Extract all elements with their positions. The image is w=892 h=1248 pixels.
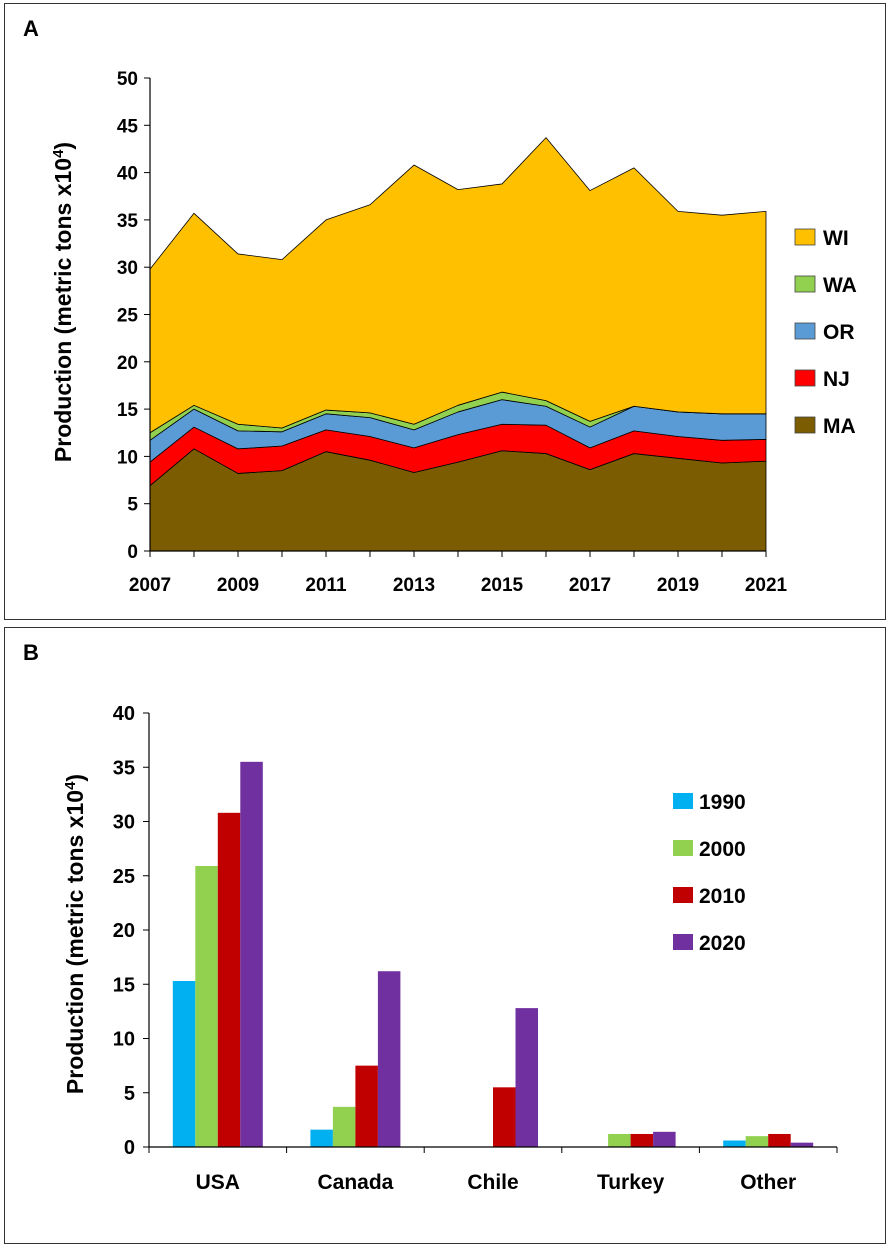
y-tick-label: 10 bbox=[113, 1029, 135, 1051]
panel-b-label: B bbox=[23, 640, 39, 665]
legend-swatch-ma bbox=[794, 416, 816, 434]
x-tick-label: Chile bbox=[467, 1171, 518, 1194]
legend-label-2000: 2000 bbox=[699, 838, 746, 861]
y-tick-label: 20 bbox=[113, 920, 135, 942]
bar-other-1990 bbox=[723, 1140, 746, 1147]
bar-chart: USA Canada Chile Turkey Other 0 5 10 15 20 25 30 35 4… bbox=[62, 703, 838, 1194]
bar-usa-1990 bbox=[172, 980, 196, 1147]
y-tick-label: 5 bbox=[127, 495, 138, 516]
bar-canada-1990 bbox=[310, 1129, 333, 1147]
y-tick-label: 40 bbox=[113, 703, 135, 725]
bar-canada-2000 bbox=[332, 1106, 356, 1147]
x-tick-label: 2011 bbox=[305, 575, 347, 596]
x-tick-label: Turkey bbox=[597, 1171, 665, 1194]
bar-other-2000 bbox=[745, 1136, 769, 1147]
panel-b: B USA Canada Chile Turkey Other 0 5 10 15 20 25 30 3… bbox=[4, 627, 886, 1244]
y-tick-label: 0 bbox=[124, 1137, 135, 1159]
y-tick-label: 15 bbox=[113, 974, 135, 996]
legend-swatch-wi bbox=[794, 228, 816, 246]
bar-usa-2010 bbox=[217, 812, 241, 1147]
bar-usa-2000 bbox=[195, 865, 218, 1147]
legend-label-2020: 2020 bbox=[699, 932, 746, 955]
x-tick-label: USA bbox=[196, 1171, 240, 1194]
legend-swatch-wa bbox=[794, 275, 816, 293]
x-tick-label: 2007 bbox=[129, 575, 171, 596]
x-tick-label: 2019 bbox=[657, 575, 699, 596]
bar-other-2020 bbox=[790, 1142, 814, 1147]
legend-swatch-or bbox=[794, 322, 816, 340]
y-tick-label: 15 bbox=[117, 400, 139, 421]
legend-label-wa: WA bbox=[823, 274, 857, 297]
x-tick-label: Other bbox=[740, 1171, 796, 1194]
y-tick-label: 45 bbox=[117, 116, 139, 137]
y-tick-label: 30 bbox=[117, 258, 138, 279]
x-tick-label: 2017 bbox=[569, 575, 611, 596]
legend-swatch-2000 bbox=[673, 840, 693, 856]
y-tick-label: 40 bbox=[117, 164, 138, 185]
b-y-axis-label: Production (metric tons x104) bbox=[62, 774, 89, 1094]
legend-label-or: OR bbox=[823, 321, 855, 344]
legend-label-ma: MA bbox=[823, 415, 856, 438]
y-tick-label: 5 bbox=[124, 1083, 135, 1105]
bar-turkey-2000 bbox=[608, 1133, 631, 1147]
bar-turkey-2010 bbox=[630, 1133, 654, 1147]
y-tick-label: 25 bbox=[113, 866, 135, 888]
bar-usa-2020 bbox=[240, 761, 263, 1147]
legend-swatch-1990 bbox=[673, 793, 693, 809]
legend-label-wi: WI bbox=[823, 227, 849, 250]
y-tick-label: 35 bbox=[117, 211, 139, 232]
legend-swatch-2010 bbox=[673, 887, 693, 903]
legend-swatch-nj bbox=[794, 369, 816, 387]
y-tick-label: 25 bbox=[117, 306, 139, 327]
y-tick-label: 0 bbox=[127, 542, 138, 563]
x-tick-label: Canada bbox=[317, 1171, 393, 1194]
x-tick-label: 2015 bbox=[481, 575, 524, 596]
panel-a-label: A bbox=[23, 16, 39, 41]
legend-swatch-2020 bbox=[673, 934, 693, 950]
panel-a: A 0 5 10 15 20 25 30 35 40 45 50 2007 2009 2011 2013 20… bbox=[4, 3, 886, 620]
bar-canada-2010 bbox=[355, 1065, 378, 1147]
legend-label-nj: NJ bbox=[823, 368, 850, 391]
a-y-axis-label: Production (metric tons x104) bbox=[50, 142, 77, 462]
bar-canada-2020 bbox=[377, 971, 401, 1147]
y-tick-label: 10 bbox=[117, 447, 138, 468]
x-tick-label: 2021 bbox=[745, 575, 788, 596]
x-tick-label: 2013 bbox=[393, 575, 435, 596]
area-chart: 0 5 10 15 20 25 30 35 40 45 50 2007 2009 2011 2013 2015… bbox=[50, 69, 857, 596]
y-tick-label: 35 bbox=[113, 757, 135, 779]
bar-chile-2010 bbox=[493, 1087, 516, 1147]
legend-label-1990: 1990 bbox=[699, 791, 746, 814]
y-tick-label: 20 bbox=[117, 353, 138, 374]
legend-label-2010: 2010 bbox=[699, 885, 746, 908]
bar-other-2010 bbox=[768, 1133, 791, 1147]
bar-turkey-2020 bbox=[653, 1131, 676, 1147]
y-tick-label: 30 bbox=[113, 812, 135, 834]
area-series-wi bbox=[149, 137, 767, 434]
y-tick-label: 50 bbox=[117, 69, 138, 90]
x-tick-label: 2009 bbox=[217, 575, 259, 596]
bar-chile-2020 bbox=[515, 1008, 538, 1147]
